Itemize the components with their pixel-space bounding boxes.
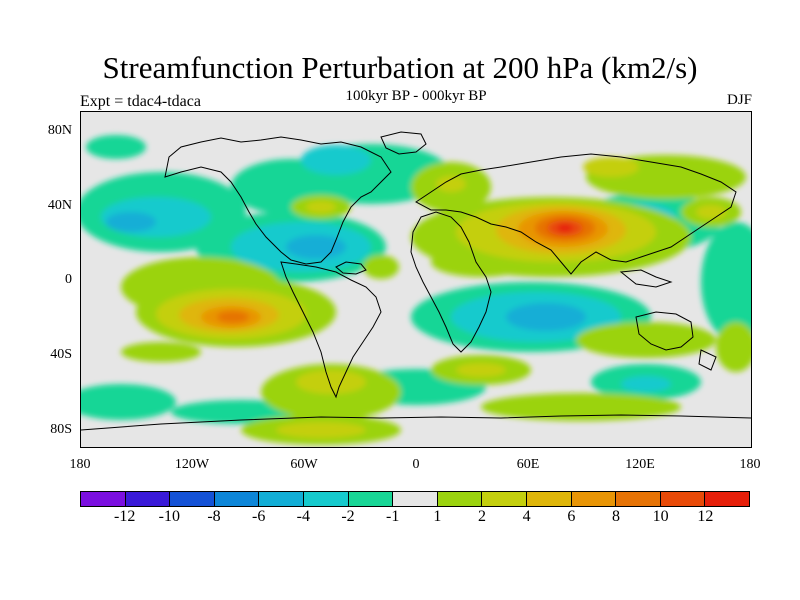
colorbar-box [259, 492, 304, 506]
blob-south-africa-core [456, 363, 506, 377]
colorbar-label: 1 [433, 508, 442, 525]
blob-alaska [86, 135, 146, 159]
colorbar-label: -2 [341, 508, 355, 525]
colorbar-box [81, 492, 126, 506]
colorbar-label: 10 [652, 508, 669, 525]
colorbar-box [482, 492, 527, 506]
lat-label-80s: 80S [50, 422, 72, 437]
period-subtitle: 100kyr BP - 000kyr BP [345, 88, 487, 104]
season-label: DJF [726, 92, 752, 108]
blob-drake-core [296, 370, 366, 394]
colorbar-box [214, 492, 260, 506]
blob-north-america-core [301, 145, 371, 175]
colorbar-box [348, 492, 394, 506]
colorbar-label: -8 [207, 508, 221, 525]
blob-southern-ocean [481, 393, 681, 421]
lon-label-180w: 180 [69, 457, 91, 472]
lon-label-0: 0 [412, 457, 420, 472]
lon-label-60e: 60E [516, 457, 540, 472]
lat-label-40n: 40N [47, 198, 72, 213]
colorbar-label: 4 [522, 508, 531, 525]
blob-south-pacific-mid [121, 342, 201, 362]
blob-central-america-core [286, 235, 346, 259]
map-title: Streamfunction Perturbation at 200 hPa (… [102, 50, 698, 85]
colorbar-box [616, 492, 661, 506]
colorbar-box [170, 492, 215, 506]
colorbar-box [526, 492, 572, 506]
blob-gulf-core [306, 201, 336, 213]
colorbar [80, 491, 750, 507]
blob-siberia-core [583, 157, 639, 177]
colorbar-label: -12 [113, 508, 136, 525]
colorbar-box [705, 492, 749, 506]
blob-ne-pacific-inner [106, 212, 156, 232]
colorbar-label: -1 [385, 508, 400, 525]
colorbar-label: -6 [251, 508, 266, 525]
blob-north-pacific-west-core [696, 205, 726, 219]
colorbar-box [571, 492, 617, 506]
colorbar-box [125, 492, 171, 506]
blob-tibet-peak [557, 224, 573, 232]
colorbar-label: -10 [158, 508, 180, 525]
blob-south-australia-core [621, 376, 671, 392]
lat-label-0: 0 [65, 272, 72, 287]
blob-east-edge-south [716, 322, 751, 372]
colorbar-label: -4 [296, 508, 310, 525]
blob-amazon [363, 255, 399, 279]
colorbar-label: 8 [612, 508, 620, 525]
lat-label-80n: 80N [47, 123, 72, 138]
blob-se-pacific-peak [217, 311, 249, 323]
lat-label-40s: 40S [50, 347, 72, 362]
experiment-label: Expt = tdac4-tdaca [80, 93, 201, 110]
blob-europe-core [436, 176, 466, 192]
blob-south-indian-core [506, 303, 586, 331]
colorbar-box [393, 492, 438, 506]
colorbar-box [660, 492, 706, 506]
blob-east-edge [701, 222, 751, 342]
map-plot-area [80, 111, 752, 448]
coastlines [81, 131, 751, 431]
contour-field [81, 131, 751, 445]
colorbar-box [303, 492, 349, 506]
blob-south-pacific-west [81, 384, 176, 420]
colorbar-box [437, 492, 483, 506]
colorbar-label: 6 [567, 508, 576, 525]
colorbar-label: 12 [697, 508, 714, 525]
colorbar-label: 2 [478, 508, 486, 525]
lon-label-60w: 60W [290, 457, 318, 472]
lon-label-120w: 120W [174, 457, 210, 472]
lon-label-120e: 120E [625, 457, 655, 472]
lon-label-180e: 180 [739, 457, 761, 472]
blob-antarctica-core [276, 422, 366, 438]
